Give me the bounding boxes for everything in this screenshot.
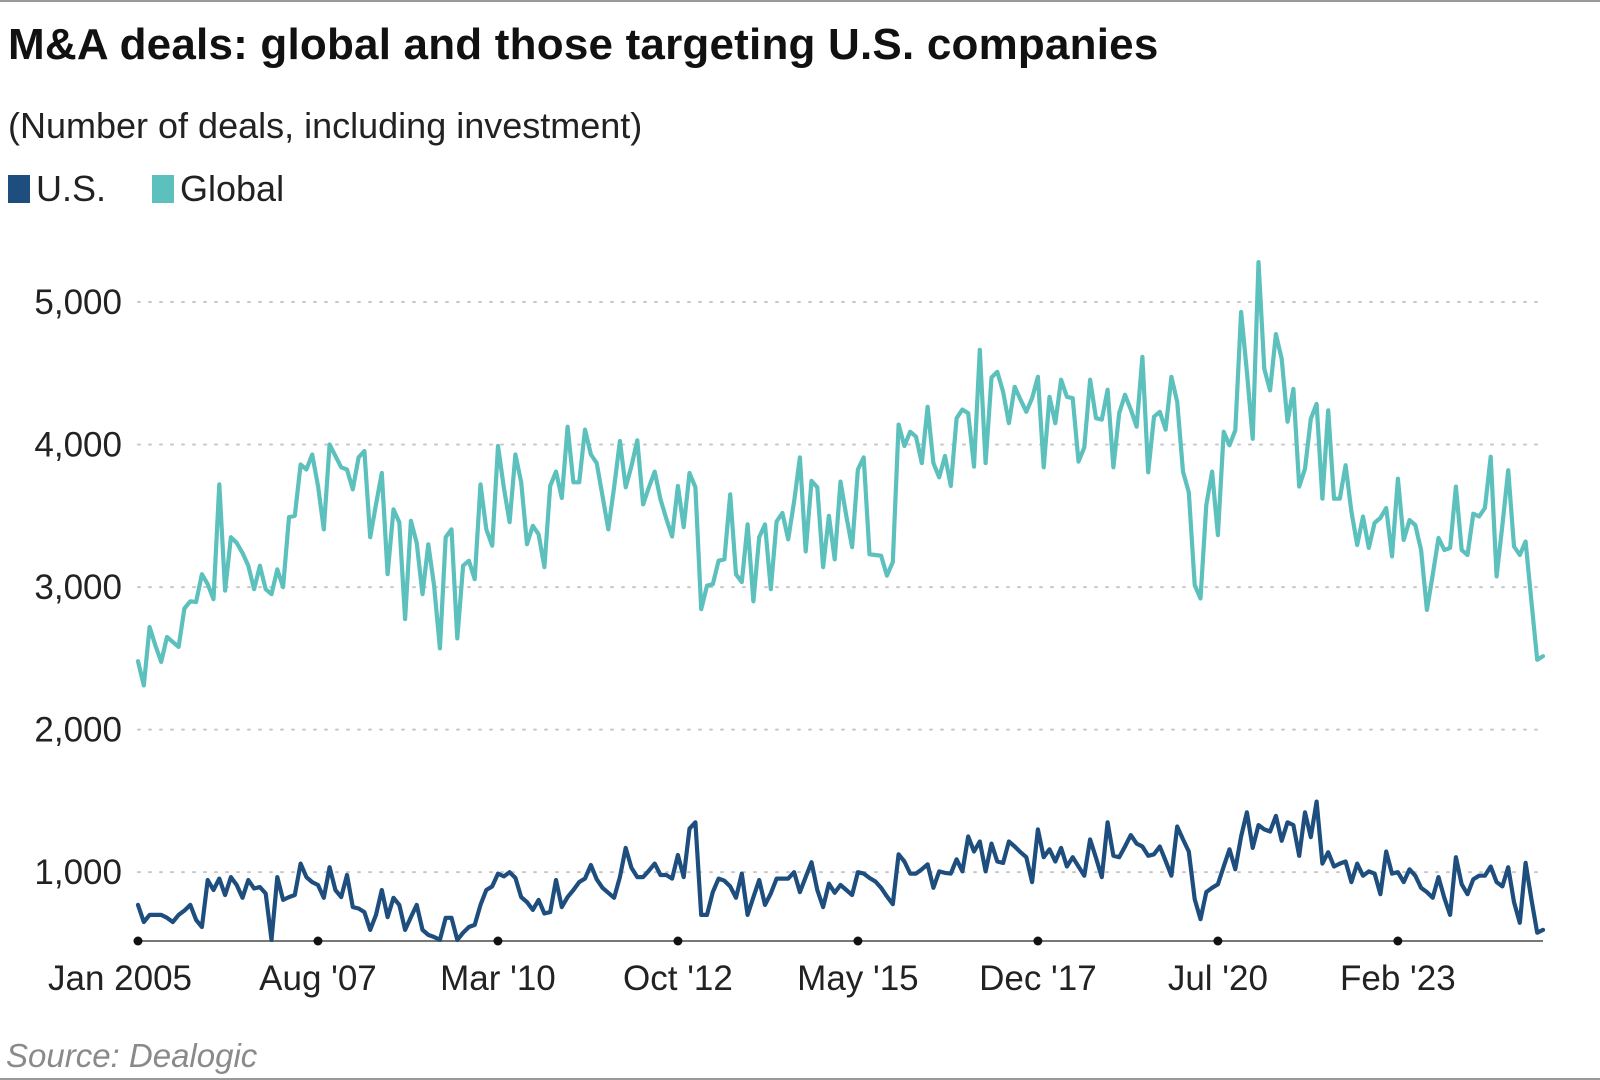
y-tick-label: 1,000: [34, 853, 122, 892]
y-tick-label: 4,000: [34, 426, 122, 465]
chart-title: M&A deals: global and those targeting U.…: [8, 20, 1159, 69]
x-tick-mark: [673, 936, 683, 946]
series-line-us: [135, 799, 1546, 943]
bottom-border: [0, 1078, 1600, 1080]
x-tick-mark: [853, 936, 863, 946]
legend: U.S. Global: [8, 168, 330, 210]
source-note: Source: Dealogic: [6, 1037, 258, 1074]
x-tick-mark: [133, 936, 143, 946]
series-line-global: [135, 260, 1546, 688]
x-tick-mark: [493, 936, 503, 946]
x-tick-label: Jan 2005: [48, 959, 192, 998]
x-tick-label: Feb '23: [1340, 959, 1456, 998]
x-tick-label: Mar '10: [440, 959, 556, 998]
legend-swatch-global: [152, 175, 175, 203]
x-tick-label: Dec '17: [979, 959, 1097, 998]
y-tick-label: 3,000: [34, 568, 122, 607]
x-tick-label: May '15: [797, 959, 918, 998]
chart-subtitle: (Number of deals, including investment): [8, 105, 643, 146]
x-tick-mark: [1393, 936, 1403, 946]
y-tick-label: 2,000: [34, 711, 122, 750]
top-border: [0, 0, 1600, 2]
legend-swatch-us: [8, 175, 30, 203]
x-tick-mark: [313, 936, 323, 946]
x-tick-label: Oct '12: [623, 959, 733, 998]
x-tick-mark: [1213, 936, 1223, 946]
y-tick-label: 5,000: [34, 283, 122, 322]
legend-label-us: U.S.: [36, 168, 107, 209]
x-tick-label: Aug '07: [259, 959, 377, 998]
legend-item-global: Global: [152, 168, 284, 210]
x-tick-mark: [1033, 936, 1043, 946]
legend-item-us: U.S.: [8, 168, 106, 210]
x-tick-label: Jul '20: [1168, 959, 1268, 998]
legend-label-global: Global: [180, 168, 285, 209]
